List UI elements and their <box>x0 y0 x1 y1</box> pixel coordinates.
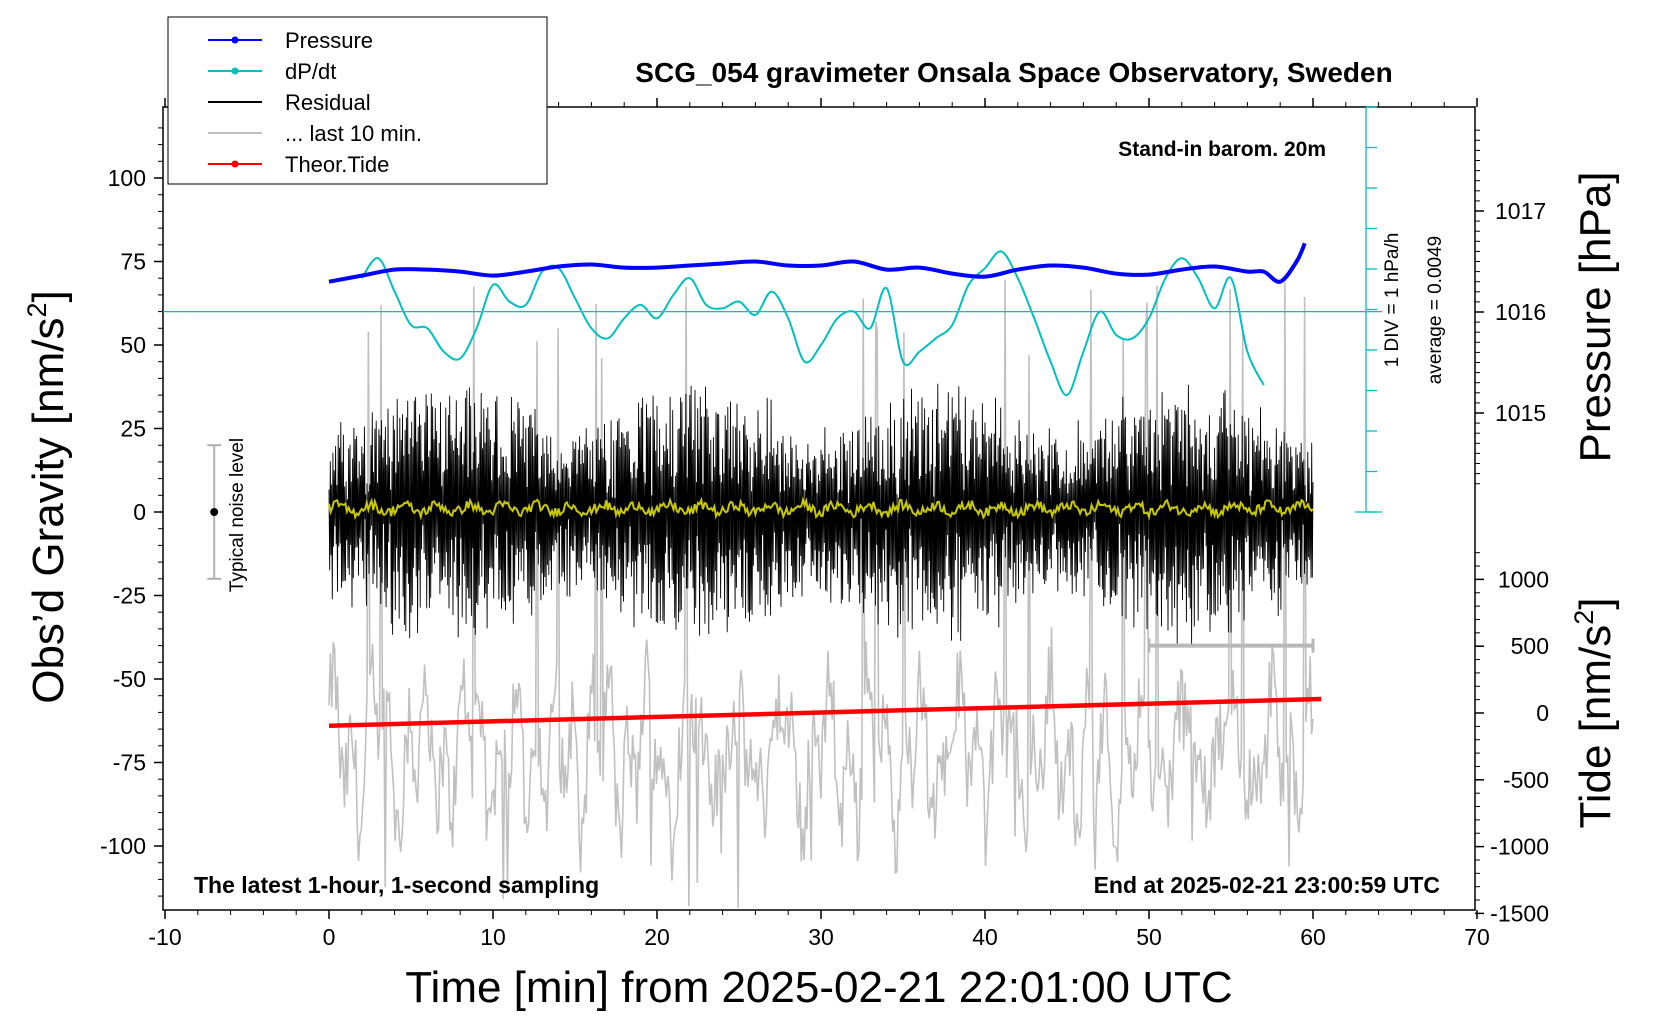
dpdt-average-note: average = 0.0049 <box>1425 236 1446 384</box>
y-tick-label: 75 <box>120 249 146 275</box>
y-axis-title-exponent: 2 <box>22 302 52 317</box>
last-10-min-series <box>328 279 1314 909</box>
tide-tick-label: 500 <box>1511 633 1549 659</box>
legend-entries: Pressure dP/dt Residual ... last 10 min. The… <box>208 28 422 177</box>
dpdt-scale-axis <box>163 106 1382 513</box>
x-axis-title: Time [min] from 2025-02-21 22:01:00 UTC <box>405 963 1232 1012</box>
noise-bar-center <box>210 508 219 516</box>
smoothed-residual-series <box>328 496 1314 521</box>
latest-hour-note: The latest 1-hour, 1-second sampling <box>194 872 599 898</box>
x-tick-label: 20 <box>644 924 670 950</box>
pressure-tick-label: 1017 <box>1495 198 1546 224</box>
x-tick-label: -10 <box>148 924 181 950</box>
y-tick-label: 50 <box>120 332 146 358</box>
chart-title: SCG_054 gravimeter Onsala Space Observat… <box>635 57 1392 88</box>
residual-series <box>328 383 1314 645</box>
tide-tick-label: -1500 <box>1490 900 1549 926</box>
x-tick-label: 10 <box>480 924 506 950</box>
legend-marker <box>231 36 239 44</box>
x-tick-label: 50 <box>1136 924 1162 950</box>
tide-tick-label: -1000 <box>1490 834 1549 860</box>
y-axis-title-text: Obs’d Gravity [nm/s <box>24 317 73 703</box>
x-tick-label: 40 <box>972 924 998 950</box>
legend-box <box>167 16 548 185</box>
y-tick-label: -50 <box>113 666 146 692</box>
legend-label: Theor.Tide <box>285 152 389 177</box>
legend-label: ... last 10 min. <box>285 121 422 146</box>
end-time-note: End at 2025-02-21 23:00:59 UTC <box>1094 872 1440 898</box>
legend: Pressure dP/dt Residual ... last 10 min. The… <box>167 16 548 185</box>
tide-tick-label: 0 <box>1536 700 1549 726</box>
pressure-axis-title: Pressure [hPa] <box>1571 171 1620 462</box>
reference-bars <box>207 444 1315 653</box>
theoretical-tide-line <box>328 696 1322 729</box>
y-axis-ticks: 100 75 50 25 0 -25 -50 -75 -100 <box>100 127 163 897</box>
smoothed-residual-line <box>328 496 1314 521</box>
last-10-min-line <box>328 279 1314 909</box>
tide-axis-title-text: Tide [nm/s <box>1571 625 1620 829</box>
y-tick-label: 100 <box>108 165 146 191</box>
pressure-tick-label: 1016 <box>1495 299 1546 325</box>
x-axis-ticks: -10 0 10 20 30 40 50 60 70 <box>148 98 1490 950</box>
y-tick-label: 0 <box>133 499 146 525</box>
x-tick-label: 30 <box>808 924 834 950</box>
x-tick-label: 70 <box>1464 924 1490 950</box>
tide-axis-title-exponent: 2 <box>1569 610 1599 625</box>
y-axis-title: Obs’d Gravity [nm/s2] <box>22 290 73 704</box>
dpdt-series <box>360 250 1265 397</box>
y-tick-label: -100 <box>100 833 146 859</box>
legend-label: Pressure <box>285 28 373 53</box>
residual-line <box>328 383 1314 645</box>
theoretical-tide-series <box>328 696 1322 729</box>
tide-axis-title: Tide [nm/s2] <box>1569 597 1620 828</box>
tide-tick-label: 1000 <box>1498 566 1549 592</box>
dpdt-line <box>360 250 1265 397</box>
x-tick-label: 0 <box>323 924 336 950</box>
y-axis-title-close: ] <box>24 290 73 302</box>
pressure-line <box>328 242 1307 284</box>
pressure-series <box>328 242 1307 284</box>
tide-tick-label: -500 <box>1503 767 1549 793</box>
legend-marker <box>231 160 239 168</box>
barometer-note: Stand-in barom. 20m <box>1118 138 1326 161</box>
tide-axis-title-close: ] <box>1571 597 1620 609</box>
plot-frame <box>162 106 1476 911</box>
legend-label: Residual <box>285 90 371 115</box>
legend-label: dP/dt <box>285 59 336 84</box>
pressure-tick-label: 1015 <box>1495 400 1546 426</box>
dpdt-division-note: 1 DIV = 1 hPa/h <box>1382 233 1403 368</box>
tide-axis-ticks: 1000 500 0 -500 -1000 -1500 <box>1475 552 1549 926</box>
noise-level-label: Typical noise level <box>227 438 248 592</box>
legend-marker <box>231 67 239 75</box>
pressure-axis-ticks: 1017 1016 1015 <box>1475 129 1546 485</box>
y-tick-label: -75 <box>113 750 146 776</box>
y-tick-label: -25 <box>113 583 146 609</box>
y-tick-label: 25 <box>120 416 146 442</box>
x-tick-label: 60 <box>1300 924 1326 950</box>
